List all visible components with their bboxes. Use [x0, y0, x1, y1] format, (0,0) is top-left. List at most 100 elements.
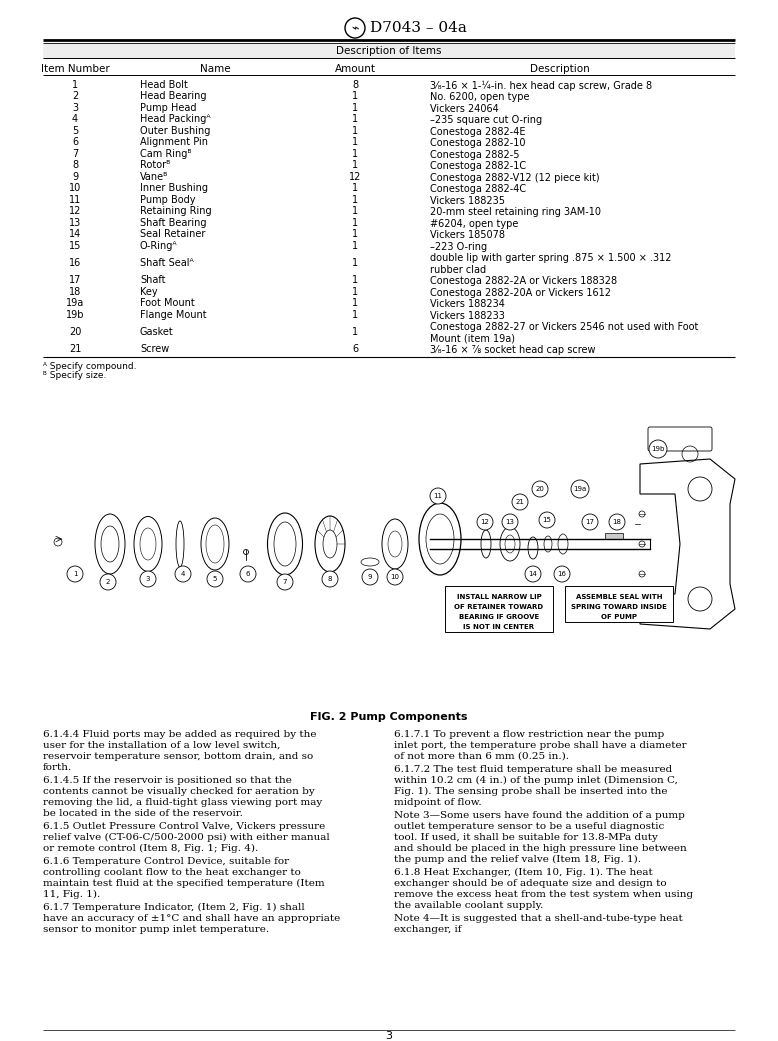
- Text: rubber clad: rubber clad: [430, 264, 486, 275]
- Text: 12: 12: [349, 172, 361, 182]
- Text: 1: 1: [352, 310, 358, 320]
- Text: Shaft: Shaft: [140, 275, 166, 285]
- Text: maintain test fluid at the specified temperature (Item: maintain test fluid at the specified tem…: [43, 879, 324, 888]
- Text: inlet port, the temperature probe shall have a diameter: inlet port, the temperature probe shall …: [394, 741, 687, 750]
- Circle shape: [240, 566, 256, 582]
- Text: 6: 6: [72, 137, 78, 147]
- Text: Vickers 188234: Vickers 188234: [430, 299, 505, 309]
- Circle shape: [207, 572, 223, 587]
- Text: Head Bearing: Head Bearing: [140, 92, 206, 101]
- Text: Note 4—It is suggested that a shell-and-tube-type heat: Note 4—It is suggested that a shell-and-…: [394, 914, 683, 923]
- Text: and should be placed in the high pressure line between: and should be placed in the high pressur…: [394, 844, 687, 853]
- Text: 1: 1: [72, 80, 78, 90]
- Text: 1: 1: [352, 286, 358, 297]
- Text: 20-mm steel retaining ring 3AM-10: 20-mm steel retaining ring 3AM-10: [430, 207, 601, 218]
- Text: Description of Items: Description of Items: [336, 47, 442, 56]
- Text: 3: 3: [72, 103, 78, 112]
- Text: Conestoga 2882-2A or Vickers 188328: Conestoga 2882-2A or Vickers 188328: [430, 276, 617, 286]
- Text: 2: 2: [106, 579, 110, 585]
- Text: 15: 15: [68, 240, 81, 251]
- Text: 4: 4: [72, 115, 78, 124]
- Text: Vickers 188235: Vickers 188235: [430, 196, 505, 206]
- Text: sensor to monitor pump inlet temperature.: sensor to monitor pump inlet temperature…: [43, 925, 269, 934]
- Text: O-Ringᴬ: O-Ringᴬ: [140, 240, 177, 251]
- Text: Inner Bushing: Inner Bushing: [140, 183, 208, 194]
- Text: 1: 1: [352, 92, 358, 101]
- Text: 6.1.7 Temperature Indicator, (Item 2, Fig. 1) shall: 6.1.7 Temperature Indicator, (Item 2, Fi…: [43, 903, 305, 912]
- Text: Screw: Screw: [140, 345, 170, 354]
- Text: reservoir temperature sensor, bottom drain, and so: reservoir temperature sensor, bottom dra…: [43, 752, 314, 761]
- Text: Conestoga 2882-4E: Conestoga 2882-4E: [430, 127, 525, 136]
- Circle shape: [430, 488, 446, 504]
- Text: 1: 1: [352, 195, 358, 205]
- Text: 1: 1: [352, 206, 358, 217]
- Text: midpoint of flow.: midpoint of flow.: [394, 798, 482, 807]
- Text: 16: 16: [69, 258, 81, 268]
- Circle shape: [67, 566, 83, 582]
- Text: 18: 18: [69, 286, 81, 297]
- Text: D7043 – 04a: D7043 – 04a: [370, 21, 467, 35]
- Text: exchanger, if: exchanger, if: [394, 925, 461, 934]
- Text: 15: 15: [542, 517, 552, 523]
- Circle shape: [571, 480, 589, 498]
- Text: 17: 17: [68, 275, 81, 285]
- Circle shape: [100, 574, 116, 590]
- Text: user for the installation of a low level switch,: user for the installation of a low level…: [43, 741, 280, 750]
- Text: Vickers 188233: Vickers 188233: [430, 311, 505, 321]
- Text: 12: 12: [481, 519, 489, 525]
- Text: 1: 1: [352, 327, 358, 337]
- Text: 11: 11: [69, 195, 81, 205]
- Text: OF PUMP: OF PUMP: [601, 614, 637, 620]
- Text: Alignment Pin: Alignment Pin: [140, 137, 208, 147]
- Text: 12: 12: [68, 206, 81, 217]
- Text: Name: Name: [200, 64, 230, 74]
- Text: #6204, open type: #6204, open type: [430, 219, 518, 229]
- Text: 1: 1: [73, 572, 77, 577]
- Circle shape: [532, 481, 548, 497]
- Text: Gasket: Gasket: [140, 327, 173, 337]
- Circle shape: [277, 574, 293, 590]
- Text: 3: 3: [386, 1031, 392, 1041]
- Text: IS NOT IN CENTER: IS NOT IN CENTER: [464, 624, 534, 630]
- Text: Outer Bushing: Outer Bushing: [140, 126, 210, 135]
- Text: 6.1.7.1 To prevent a flow restriction near the pump: 6.1.7.1 To prevent a flow restriction ne…: [394, 730, 664, 739]
- Text: Conestoga 2882-27 or Vickers 2546 not used with Foot: Conestoga 2882-27 or Vickers 2546 not us…: [430, 323, 699, 332]
- Text: ᴮ Specify size.: ᴮ Specify size.: [43, 371, 107, 380]
- Text: exchanger should be of adequate size and design to: exchanger should be of adequate size and…: [394, 879, 667, 888]
- Text: Retaining Ring: Retaining Ring: [140, 206, 212, 217]
- Text: 10: 10: [391, 574, 399, 580]
- Text: 6.1.8 Heat Exchanger, (Item 10, Fig. 1). The heat: 6.1.8 Heat Exchanger, (Item 10, Fig. 1).…: [394, 868, 653, 878]
- Text: 1: 1: [352, 115, 358, 124]
- Text: 6.1.6 Temperature Control Device, suitable for: 6.1.6 Temperature Control Device, suitab…: [43, 857, 289, 866]
- Text: Vaneᴮ: Vaneᴮ: [140, 172, 168, 182]
- Circle shape: [387, 569, 403, 585]
- Circle shape: [477, 514, 493, 530]
- Text: 5: 5: [72, 126, 78, 135]
- Text: 3⁄₈-16 × ⅞ socket head cap screw: 3⁄₈-16 × ⅞ socket head cap screw: [430, 346, 595, 355]
- Text: 13: 13: [69, 218, 81, 228]
- Text: Rotorᴮ: Rotorᴮ: [140, 160, 170, 171]
- Text: Head Bolt: Head Bolt: [140, 80, 187, 90]
- Text: 1: 1: [352, 126, 358, 135]
- Text: 1: 1: [352, 229, 358, 239]
- Text: 6.1.4.5 If the reservoir is positioned so that the: 6.1.4.5 If the reservoir is positioned s…: [43, 776, 292, 785]
- Text: Conestoga 2882-4C: Conestoga 2882-4C: [430, 184, 526, 195]
- Text: 1: 1: [352, 275, 358, 285]
- Text: the pump and the relief valve (Item 18, Fig. 1).: the pump and the relief valve (Item 18, …: [394, 855, 641, 864]
- Text: No. 6200, open type: No. 6200, open type: [430, 93, 530, 102]
- Text: Amount: Amount: [335, 64, 376, 74]
- Text: 6.1.4.4 Fluid ports may be added as required by the: 6.1.4.4 Fluid ports may be added as requ…: [43, 730, 317, 739]
- Text: 14: 14: [69, 229, 81, 239]
- Circle shape: [582, 514, 598, 530]
- Text: 18: 18: [612, 519, 622, 525]
- Text: 16: 16: [558, 572, 566, 577]
- Text: 17: 17: [586, 519, 594, 525]
- Text: double lip with garter spring .875 × 1.500 × .312: double lip with garter spring .875 × 1.5…: [430, 253, 671, 263]
- Text: 14: 14: [528, 572, 538, 577]
- Text: Head Packingᴬ: Head Packingᴬ: [140, 115, 211, 124]
- Text: Pump Body: Pump Body: [140, 195, 195, 205]
- Text: 1: 1: [352, 137, 358, 147]
- Text: 1: 1: [352, 183, 358, 194]
- Text: 19b: 19b: [651, 446, 664, 452]
- Text: 8: 8: [328, 576, 332, 582]
